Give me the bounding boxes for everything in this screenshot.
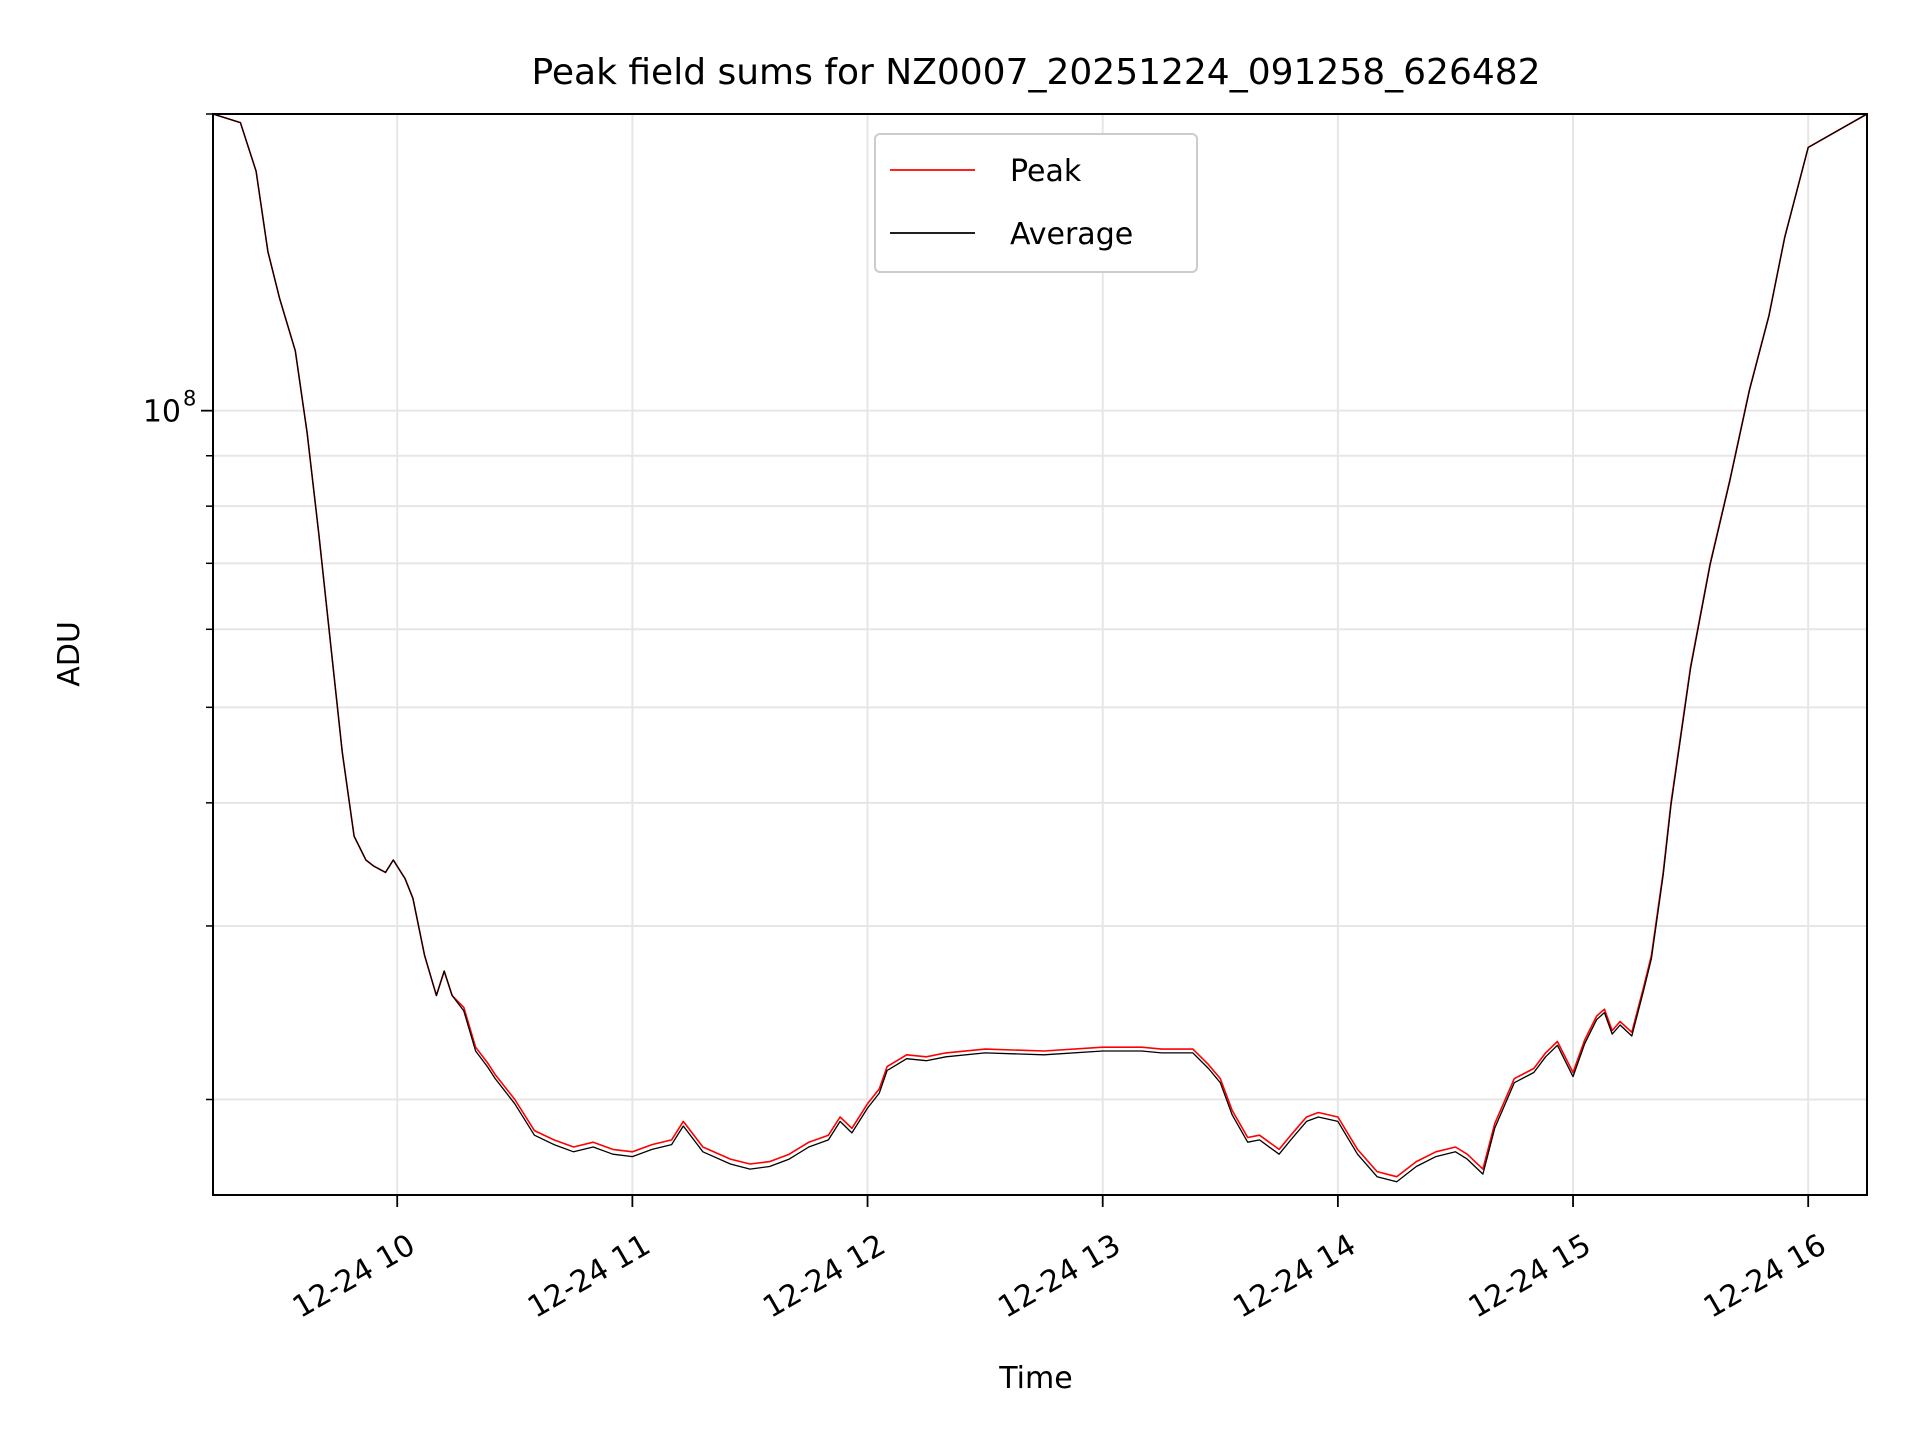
legend-box <box>874 133 1198 273</box>
plot-lines <box>212 113 1868 1183</box>
legend-average-label: Average <box>1010 217 1133 252</box>
series-line-average <box>212 113 1868 1183</box>
legend-peak-label: Peak <box>1010 154 1082 189</box>
chart-title: Peak field sums for NZ0007_20251224_0912… <box>531 52 1540 93</box>
plot-frame <box>212 113 1868 1196</box>
legend: Peak Average <box>874 133 1198 273</box>
y-tick-label: 10 <box>143 395 181 430</box>
x-axis-label: Time <box>998 1361 1072 1396</box>
y-tick-label-exponent: 8 <box>183 387 196 411</box>
y-axis-label: ADU <box>52 621 87 687</box>
